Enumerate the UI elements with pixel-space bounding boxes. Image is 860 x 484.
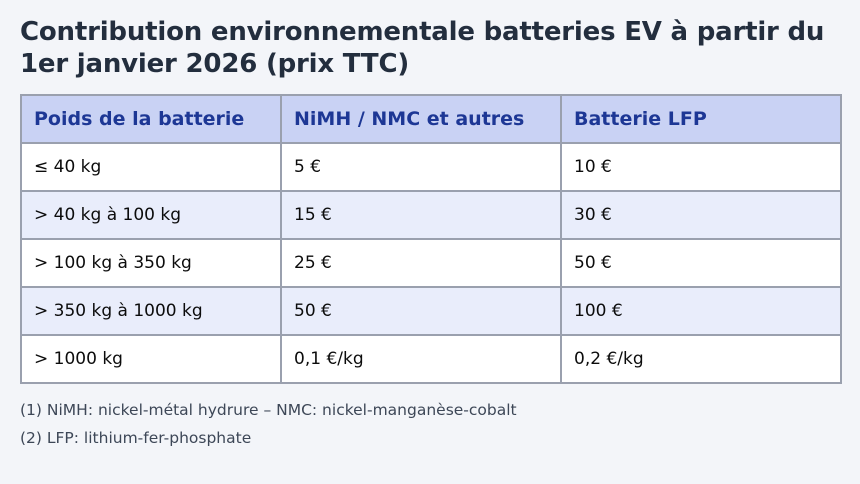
- table-header: Poids de la batterie NiMH / NMC et autre…: [20, 93, 842, 144]
- header-row: Poids de la batterie NiMH / NMC et autre…: [20, 93, 842, 144]
- column-header-battery-weight: Poids de la batterie: [20, 93, 282, 144]
- footnote-lfp: (2) LFP: lithium-fer-phosphate: [20, 429, 252, 448]
- cell-nimh-nmc-price: 5 €: [280, 141, 562, 192]
- cell-nimh-nmc-price: 15 €: [280, 189, 562, 240]
- table-row: > 350 kg à 1000 kg 50 € 100 €: [20, 285, 842, 336]
- cell-lfp-price: 0,2 €/kg: [560, 333, 842, 384]
- page-title: Contribution environnementale batteries …: [20, 17, 825, 79]
- table-row: > 100 kg à 350 kg 25 € 50 €: [20, 237, 842, 288]
- cell-lfp-price: 10 €: [560, 141, 842, 192]
- cell-nimh-nmc-price: 50 €: [280, 285, 562, 336]
- table-row: ≤ 40 kg 5 € 10 €: [20, 141, 842, 192]
- table-row: > 40 kg à 100 kg 15 € 30 €: [20, 189, 842, 240]
- footnote-nimh-nmc: (1) NiMH: nickel-métal hydrure – NMC: ni…: [20, 400, 517, 419]
- contribution-table: Poids de la batterie NiMH / NMC et autre…: [20, 93, 842, 384]
- cell-weight-range: > 100 kg à 350 kg: [20, 237, 282, 288]
- column-header-lfp: Batterie LFP: [560, 93, 842, 144]
- cell-lfp-price: 30 €: [560, 189, 842, 240]
- cell-lfp-price: 50 €: [560, 237, 842, 288]
- table-row: > 1000 kg 0,1 €/kg 0,2 €/kg: [20, 333, 842, 384]
- cell-nimh-nmc-price: 25 €: [280, 237, 562, 288]
- cell-weight-range: > 1000 kg: [20, 333, 282, 384]
- cell-weight-range: > 350 kg à 1000 kg: [20, 285, 282, 336]
- cell-weight-range: > 40 kg à 100 kg: [20, 189, 282, 240]
- cell-lfp-price: 100 €: [560, 285, 842, 336]
- table-body: ≤ 40 kg 5 € 10 € > 40 kg à 100 kg 15 € 3…: [20, 141, 842, 384]
- cell-nimh-nmc-price: 0,1 €/kg: [280, 333, 562, 384]
- footnotes: (1) NiMH: nickel-métal hydrure – NMC: ni…: [20, 399, 840, 451]
- cell-weight-range: ≤ 40 kg: [20, 141, 282, 192]
- page: Contribution environnementale batteries …: [20, 17, 842, 451]
- column-header-nimh-nmc: NiMH / NMC et autres: [280, 93, 562, 144]
